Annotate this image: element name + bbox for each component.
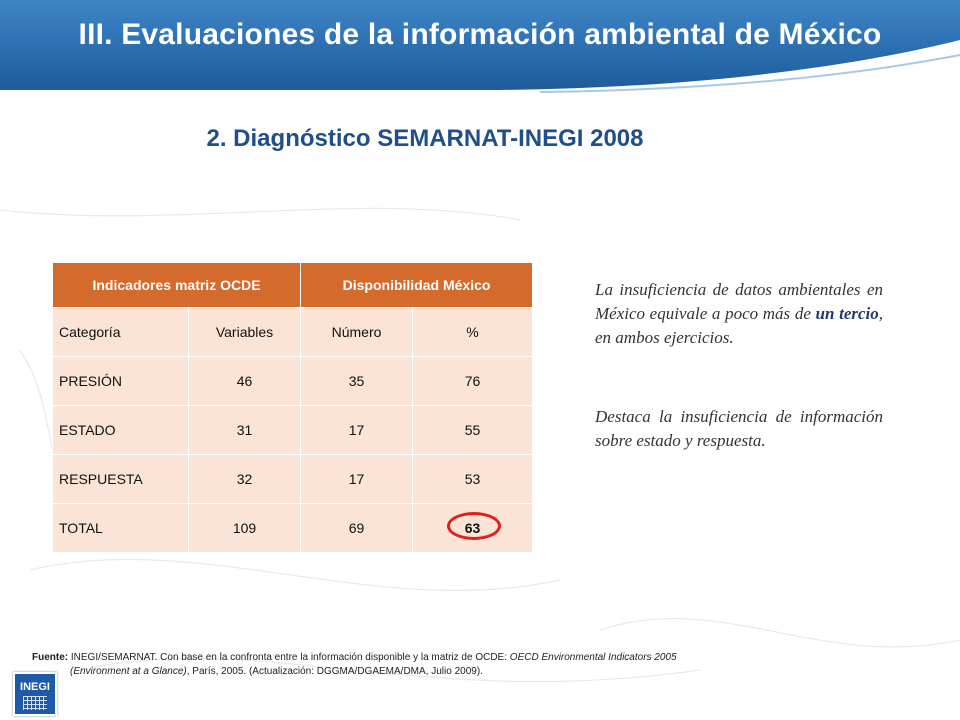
table-cell: RESPUESTA [52,454,189,504]
table-cell: 35 [300,356,414,406]
note-paragraph-2: Destaca la insuficiencia de información … [595,407,883,450]
highlighted-value: 63 [464,520,481,536]
column-header-percent: % [412,307,534,357]
section-subtitle: 2. Diagnóstico SEMARNAT-INEGI 2008 [206,125,644,152]
source-citation: Fuente: INEGI/SEMARNAT. Con base en la c… [32,651,882,679]
table-cell: 17 [300,454,414,504]
table-cell: 69 [300,503,414,553]
source-text-2: , París, 2005. (Actualización: DGGMA/DGA… [186,666,483,677]
logo-grid [23,696,47,710]
note-1-text-before: La insuficiencia de datos ambientales en… [595,280,883,323]
table-cell: 46 [187,356,302,406]
table-group-header-row: Indicadores matriz OCDE Disponibilidad M… [51,262,534,308]
highlighted-total-percent-cell: 63 [412,503,534,553]
table-row: RESPUESTA 32 17 53 [52,454,534,504]
page-title: III. Evaluaciones de la información ambi… [78,18,882,51]
source-italic-1: OECD Environmental Indicators 2005 [509,652,677,663]
column-header-categoria: Categoría [52,307,189,357]
source-line-2: (Environment at a Glance), París, 2005. … [32,665,882,679]
source-text-1: INEGI/SEMARNAT. Con base en la confronta… [68,652,510,663]
table-cell: 55 [412,405,534,455]
inegi-logo-icon: INEGI [13,672,57,716]
source-italic-2: (Environment at a Glance) [70,666,187,677]
table-cell: ESTADO [52,405,189,455]
column-header-variables: Variables [187,307,302,357]
table-cell: TOTAL [52,503,189,553]
group-header-disponibilidad: Disponibilidad México [300,262,534,308]
table-cell: 76 [412,356,534,406]
table-row: PRESIÓN 46 35 76 [52,356,534,406]
table-cell: 31 [187,405,302,455]
table-cell: PRESIÓN [52,356,189,406]
table-cell: 32 [187,454,302,504]
header-bar: III. Evaluaciones de la información ambi… [0,0,960,115]
table-cell: 53 [412,454,534,504]
table-column-header-row: Categoría Variables Número % [52,307,534,357]
source-label: Fuente: [32,652,69,663]
table-cell: 17 [300,405,414,455]
note-1-emphasis: un tercio [815,304,879,323]
source-line-1: Fuente: INEGI/SEMARNAT. Con base en la c… [32,651,882,665]
note-paragraph-1: La insuficiencia de datos ambientales en… [595,278,883,350]
table-row-total: TOTAL 109 69 63 [52,503,534,553]
highlight-circle [447,512,502,540]
note-1-text-after: , en ambos ejercicios. [595,304,883,347]
column-header-numero: Número [300,307,414,357]
group-header-indicadores: Indicadores matriz OCDE [51,262,302,308]
table-cell: 109 [187,503,302,553]
logo-text: INEGI [20,681,50,693]
table-row: ESTADO 31 17 55 [52,405,534,455]
indicators-table: Indicadores matriz OCDE Disponibilidad M… [51,262,534,553]
header-swoosh [500,40,960,115]
